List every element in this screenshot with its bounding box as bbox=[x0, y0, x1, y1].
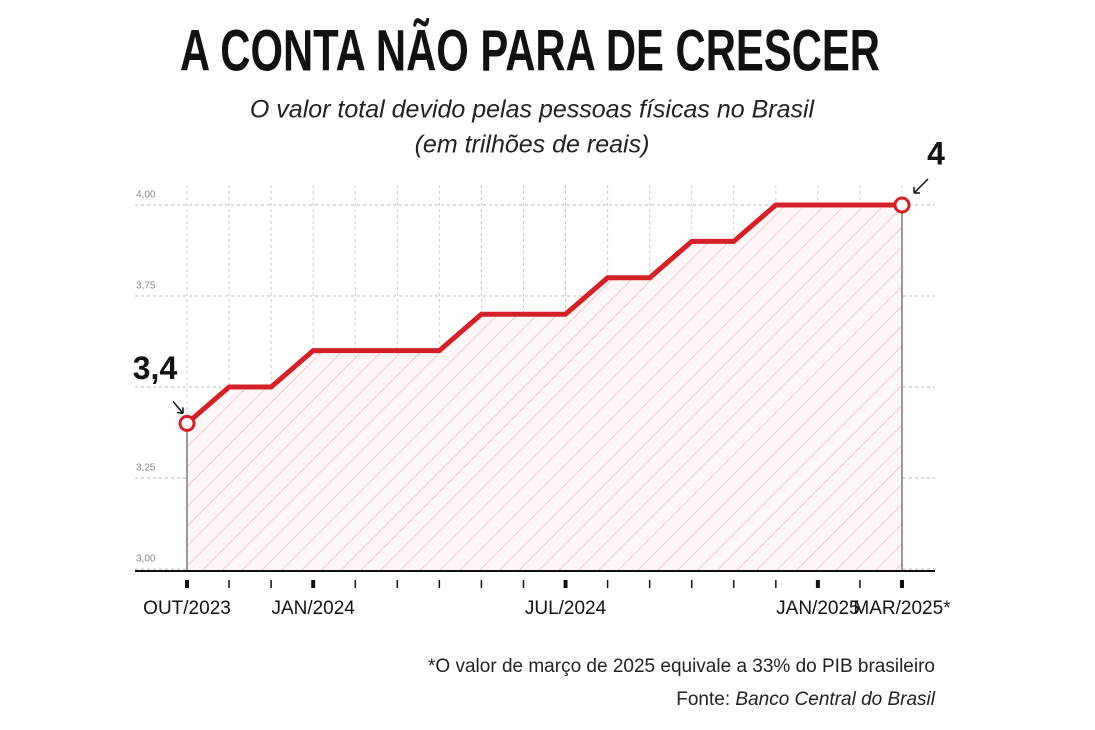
point-marker bbox=[178, 414, 196, 432]
source: Fonte: Banco Central do Brasil bbox=[676, 689, 936, 710]
chart-title: A CONTA NÃO PARA DE CRESCER bbox=[180, 18, 880, 83]
x-tick-label: JAN/2024 bbox=[271, 598, 355, 619]
source-name: Banco Central do Brasil bbox=[735, 689, 935, 710]
value-label: 4 bbox=[927, 135, 945, 171]
y-tick-label: 3,25 bbox=[136, 463, 156, 474]
source-label: Fonte: bbox=[676, 689, 730, 710]
x-tick-label: JAN/2025 bbox=[776, 598, 859, 619]
y-tick-label: 3,00 bbox=[136, 554, 156, 565]
subtitle: O valor total devido pelas pessoas físic… bbox=[250, 96, 816, 124]
footnote: *O valor de março de 2025 equivale a 33%… bbox=[428, 656, 935, 677]
subtitle: (em trilhões de reais) bbox=[415, 131, 650, 159]
annotation-arrow bbox=[172, 400, 184, 415]
y-tick-label: 4,00 bbox=[136, 190, 156, 201]
value-label: 3,4 bbox=[133, 350, 178, 386]
area-fill bbox=[187, 205, 902, 571]
x-tick-label: OUT/2023 bbox=[143, 598, 231, 619]
x-tick-label: MAR/2025* bbox=[853, 598, 951, 619]
data-line bbox=[185, 202, 902, 426]
y-tick-label: 3,75 bbox=[136, 281, 156, 292]
x-tick-label: JUL/2024 bbox=[525, 598, 607, 619]
annotation-arrow bbox=[913, 178, 929, 194]
point-marker bbox=[893, 196, 911, 214]
